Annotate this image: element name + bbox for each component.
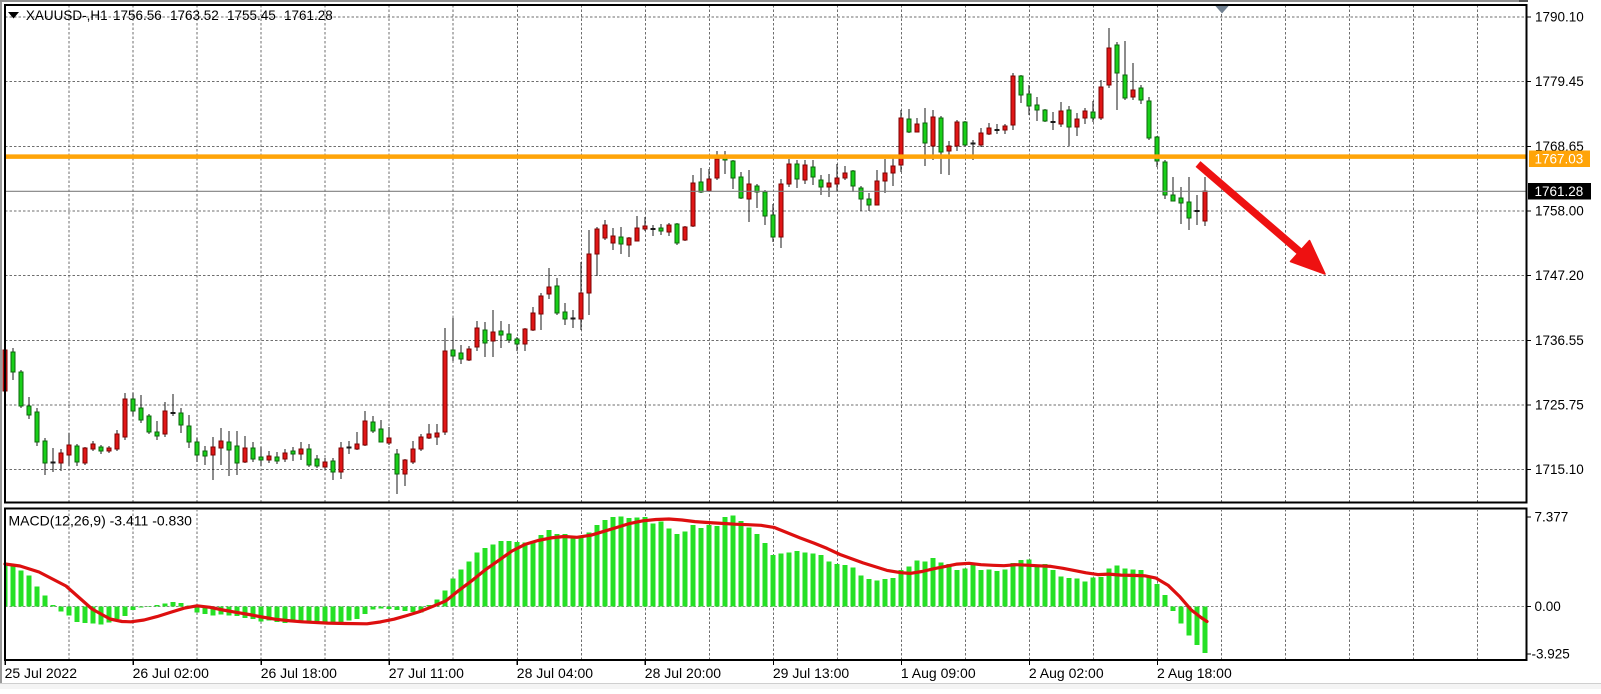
svg-text:26 Jul 18:00: 26 Jul 18:00 [261,665,337,681]
svg-text:1790.10: 1790.10 [1535,10,1584,25]
svg-text:1747.20: 1747.20 [1535,268,1584,283]
svg-text:26 Jul 02:00: 26 Jul 02:00 [133,665,209,681]
svg-text:1715.10: 1715.10 [1535,462,1584,477]
svg-text:1761.28: 1761.28 [1535,184,1584,199]
svg-text:7.377: 7.377 [1535,510,1569,525]
svg-text:2 Aug 18:00: 2 Aug 18:00 [1157,665,1232,681]
svg-text:XAUUSD-,H1: XAUUSD-,H1 [26,8,108,23]
svg-text:1767.03: 1767.03 [1535,152,1584,167]
svg-text:2 Aug 02:00: 2 Aug 02:00 [1029,665,1104,681]
svg-text:1768.65: 1768.65 [1535,139,1584,154]
svg-text:28 Jul 04:00: 28 Jul 04:00 [517,665,593,681]
svg-text:1756.56: 1756.56 [113,8,162,23]
svg-text:1 Aug 09:00: 1 Aug 09:00 [901,665,976,681]
svg-text:MACD(12,26,9) -3.411 -0.830: MACD(12,26,9) -3.411 -0.830 [9,513,193,529]
svg-text:29 Jul 13:00: 29 Jul 13:00 [773,665,849,681]
svg-text:1736.55: 1736.55 [1535,333,1584,348]
svg-text:1761.28: 1761.28 [284,8,333,23]
svg-text:-3.925: -3.925 [1532,647,1570,662]
svg-text:1763.52: 1763.52 [170,8,219,23]
svg-text:25 Jul 2022: 25 Jul 2022 [5,665,78,681]
svg-text:1758.00: 1758.00 [1535,204,1584,219]
svg-text:1779.45: 1779.45 [1535,74,1584,89]
svg-text:0.00: 0.00 [1535,599,1561,614]
svg-text:1725.75: 1725.75 [1535,398,1584,413]
svg-text:27 Jul 11:00: 27 Jul 11:00 [389,665,464,681]
svg-text:28 Jul 20:00: 28 Jul 20:00 [645,665,721,681]
svg-text:1755.45: 1755.45 [227,8,276,23]
